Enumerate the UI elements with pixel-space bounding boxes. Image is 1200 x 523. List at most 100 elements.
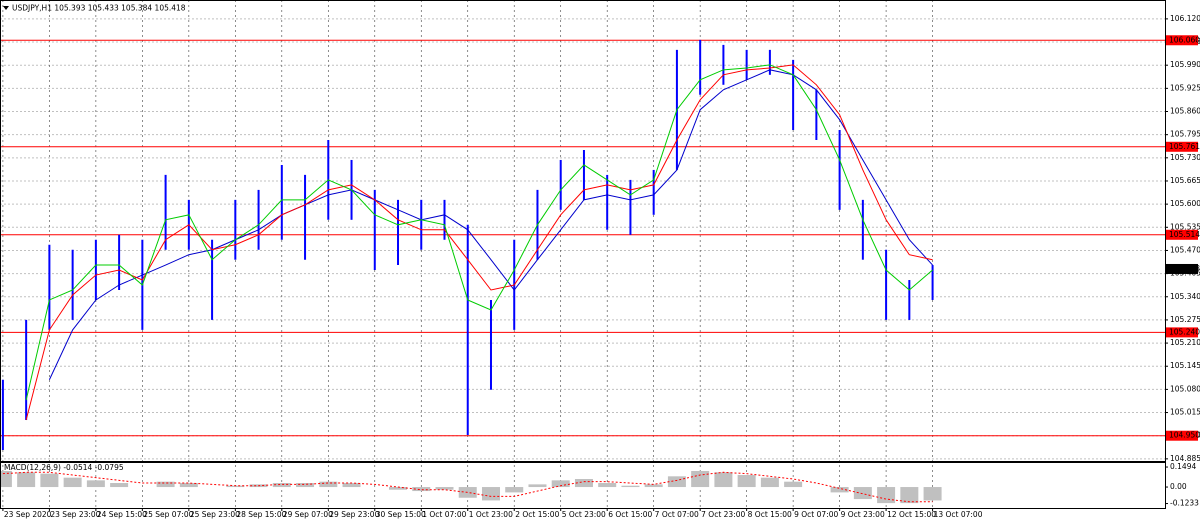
y-tick-label: 105.340 xyxy=(1170,292,1200,301)
macd-bar xyxy=(179,483,198,488)
macd-bar xyxy=(110,483,129,488)
macd-bar xyxy=(0,470,12,488)
macd-bar xyxy=(226,485,245,488)
level-label: 106.060 xyxy=(1169,35,1200,44)
y-tick-label: 105.990 xyxy=(1170,60,1200,69)
x-tick-label: 8 Oct 15:00 xyxy=(748,510,792,519)
x-tick-label: 9 Oct 07:00 xyxy=(794,510,838,519)
x-tick-label: 2 Oct 15:00 xyxy=(515,510,559,519)
x-tick-label: 1 Oct 23:00 xyxy=(469,510,513,519)
level-label: 105.761 xyxy=(1169,142,1200,151)
level-tag xyxy=(1166,141,1198,152)
indicator-line xyxy=(48,69,933,380)
macd-bar xyxy=(458,487,477,498)
y-tick-label: 105.470 xyxy=(1170,245,1200,254)
x-tick-label: 30 Sep 15:00 xyxy=(376,510,426,519)
x-tick-label: 9 Oct 23:00 xyxy=(841,510,885,519)
y-tick-label: -0.1233 xyxy=(1170,499,1199,508)
x-tick-label: 24 Sep 15:00 xyxy=(97,510,147,519)
macd-bar xyxy=(737,474,756,488)
y-tick-label: 106.120 xyxy=(1170,14,1200,23)
level-label: 104.950 xyxy=(1169,431,1200,440)
y-tick-label: 104.885 xyxy=(1170,454,1200,463)
chart-header: USDJPY,H1 105.393 105.433 105.384 105.41… xyxy=(12,4,186,13)
macd-bar xyxy=(830,487,849,493)
x-tick-label: 25 Sep 23:00 xyxy=(190,510,240,519)
macd-bar xyxy=(296,483,315,488)
macd-bar xyxy=(714,472,733,488)
macd-bar xyxy=(551,480,570,488)
macd-bar xyxy=(621,485,640,488)
macd-bar xyxy=(644,484,663,488)
y-tick-label: 105.210 xyxy=(1170,338,1200,347)
indicator-line xyxy=(25,64,933,401)
y-tick-label: 105.795 xyxy=(1170,130,1200,139)
macd-bar xyxy=(319,481,338,488)
x-tick-label: 23 Sep 23:00 xyxy=(50,510,100,519)
y-tick-label: 105.925 xyxy=(1170,83,1200,92)
macd-bar xyxy=(435,487,454,490)
level-tag xyxy=(1166,430,1198,441)
macd-bar xyxy=(691,470,710,488)
macd-bar xyxy=(877,487,896,504)
y-tick-label: 105.015 xyxy=(1170,408,1200,417)
macd-bar xyxy=(40,473,59,488)
y-tick-label: 0.1494 xyxy=(1170,462,1196,471)
macd-bar xyxy=(342,483,361,488)
y-tick-label: 105.275 xyxy=(1170,315,1200,324)
current-price-label: 105.418 xyxy=(1169,264,1200,273)
level-tag xyxy=(1166,229,1198,240)
y-tick-label: 105.860 xyxy=(1170,107,1200,116)
macd-bar xyxy=(528,484,547,488)
macd-bar xyxy=(760,477,779,488)
x-tick-label: 29 Sep 07:00 xyxy=(283,510,333,519)
x-tick-label: 23 Sep 2020 xyxy=(4,510,52,519)
level-tag xyxy=(1166,35,1198,46)
y-tick-label: 105.145 xyxy=(1170,361,1200,370)
macd-bar xyxy=(598,483,617,488)
x-tick-label: 6 Oct 15:00 xyxy=(608,510,652,519)
macd-bar xyxy=(784,481,803,488)
current-price-tag xyxy=(1166,263,1198,274)
macd-frame xyxy=(0,462,1166,509)
macd-bar xyxy=(412,487,431,492)
level-label: 105.240 xyxy=(1169,327,1200,336)
x-tick-label: 1 Oct 07:00 xyxy=(422,510,466,519)
macd-bar xyxy=(86,480,105,488)
marks xyxy=(0,39,1165,504)
level-label: 105.514 xyxy=(1169,230,1200,239)
main-frame xyxy=(0,0,1166,462)
macd-bar xyxy=(667,476,686,488)
macd-bar xyxy=(853,487,872,500)
x-tick-label: 25 Sep 07:00 xyxy=(143,510,193,519)
x-tick-label: 28 Sep 15:00 xyxy=(236,510,286,519)
menu-arrow[interactable] xyxy=(3,6,9,10)
y-tick-label: 105.665 xyxy=(1170,176,1200,185)
macd-bar xyxy=(63,477,82,488)
y-tick-label: 105.080 xyxy=(1170,384,1200,393)
macd-bar xyxy=(272,483,291,488)
x-tick-label: 13 Oct 07:00 xyxy=(934,510,983,519)
y-tick-label: 105.600 xyxy=(1170,199,1200,208)
y-tick-label: 0.00 xyxy=(1170,482,1187,491)
macd-bar xyxy=(900,487,919,504)
indicator-line xyxy=(25,64,933,421)
x-tick-label: 7 Oct 07:00 xyxy=(655,510,699,519)
macd-bar xyxy=(923,487,942,501)
x-tick-label: 29 Sep 23:00 xyxy=(329,510,379,519)
macd-bar xyxy=(574,479,593,488)
macd-bar xyxy=(481,487,500,501)
y-tick-label: 105.730 xyxy=(1170,153,1200,162)
macd-bar xyxy=(505,487,524,493)
macd-bar xyxy=(156,481,175,488)
x-tick-label: 12 Oct 15:00 xyxy=(887,510,936,519)
macd-bar xyxy=(389,487,408,490)
y-tick-label: 105.535 xyxy=(1170,222,1200,231)
x-tick-label: 5 Oct 23:00 xyxy=(562,510,606,519)
macd-bar xyxy=(17,472,36,488)
macd-header: MACD(12,26,9) -0.0514 -0.0795 xyxy=(4,463,124,472)
x-tick-label: 7 Oct 23:00 xyxy=(701,510,745,519)
level-tag xyxy=(1166,327,1198,338)
